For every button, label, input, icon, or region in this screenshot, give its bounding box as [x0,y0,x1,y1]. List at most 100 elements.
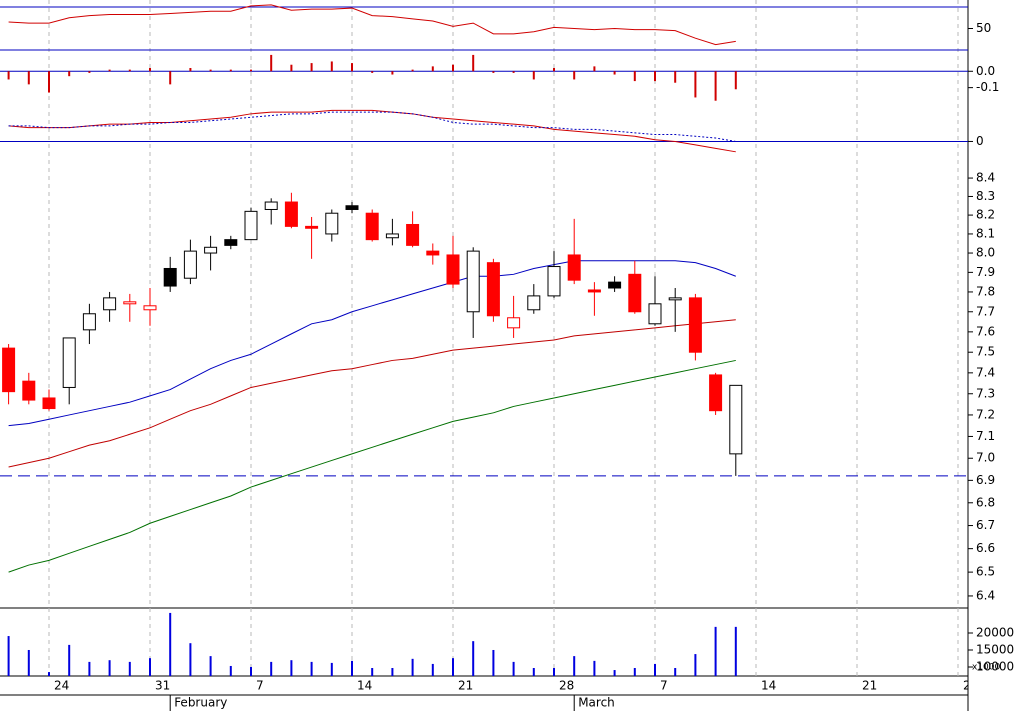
candle-body [284,201,298,227]
candle-body [244,210,258,241]
bar [88,661,91,676]
y-tick-label: 7.1 [976,429,995,443]
candle-body [42,397,56,410]
y-tick-label: 8.4 [976,171,995,185]
bar [593,660,596,676]
bar [532,668,535,676]
candle-body [587,289,601,293]
candle-body [486,262,500,317]
y-tick-label: 8.1 [976,226,995,240]
y-tick-label: 7.9 [976,265,995,279]
line-series [8,359,736,573]
x-tick-label: 7 [256,679,264,693]
x-tick-label: 31 [155,679,170,693]
y-tick-label: 7.2 [976,407,995,421]
bar [512,71,515,73]
bar [149,68,151,72]
y-tick-label: 20000 [976,625,1014,639]
y-tick-label: 7.8 [976,284,995,298]
bar [169,71,172,85]
candle-body [103,297,117,311]
candle-body [365,212,379,241]
y-tick-label: 8.3 [976,189,995,203]
line-series [8,109,736,153]
bar [290,660,293,676]
candle-body [204,246,218,254]
bar [553,68,555,72]
candle-body [688,297,702,353]
y-tick-label: 6.5 [976,565,995,579]
y-tick-label: 6.7 [976,518,995,532]
y-tick-label: 15000 [976,642,1014,656]
bar [431,663,434,676]
bar [573,71,576,80]
candle-body [163,267,177,287]
bar [371,668,374,676]
bar [310,63,313,72]
line-series [8,260,736,427]
candle-body [345,205,359,210]
bar [270,661,273,676]
bar [654,663,656,676]
bar [694,654,697,676]
bar [68,71,71,77]
candle-body [224,239,238,246]
y-tick-label: -0.1 [976,80,999,94]
candle-body [385,233,399,239]
candle-body [406,223,420,246]
bar [633,71,636,82]
bar [68,644,71,676]
candle-body [648,303,662,325]
candle-body [264,201,278,210]
bar [169,612,172,676]
bar [128,661,131,676]
bar [209,656,212,676]
candle-body [22,380,36,401]
y-tick-label: 10000 [976,659,1014,673]
y-tick-label: 6.8 [976,495,995,509]
candle-body [628,273,642,313]
bar [613,71,616,75]
y-tick-label: 50 [976,21,991,35]
candle-body [143,305,157,311]
bar [654,71,656,82]
candle-body [709,374,723,412]
bar [452,64,454,72]
bar [310,661,313,676]
candle-body [183,250,197,279]
bar [371,71,374,73]
bar [149,658,151,676]
bar [7,636,10,676]
candle-body [2,347,16,393]
y-tick-label: 7.5 [976,345,995,359]
bar [532,71,535,80]
bar [714,71,717,101]
month-label: March [578,696,615,710]
y-tick-label: 7.4 [976,365,995,379]
candle-body [547,266,561,297]
bar [633,668,636,676]
candle-body [729,384,743,455]
y-tick-label: 0 [976,134,984,148]
bar [27,649,30,676]
bar [431,66,434,72]
y-tick-label: 7.3 [976,386,995,400]
bar [250,69,252,72]
bar [734,626,737,676]
bar [48,672,50,676]
bar [492,649,495,676]
x-tick-label: 21 [862,679,877,693]
candle-body [325,212,339,235]
y-tick-label: 7.0 [976,451,995,465]
candle-body [426,250,440,256]
bar [108,69,111,72]
candle-body [668,297,682,301]
x-tick-label: 14 [761,679,776,693]
bar [128,69,131,72]
bar [734,71,737,90]
x-tick-label: 21 [458,679,473,693]
bar [512,661,515,676]
bar [229,69,232,72]
bar [452,658,454,676]
candle-body [466,250,480,313]
